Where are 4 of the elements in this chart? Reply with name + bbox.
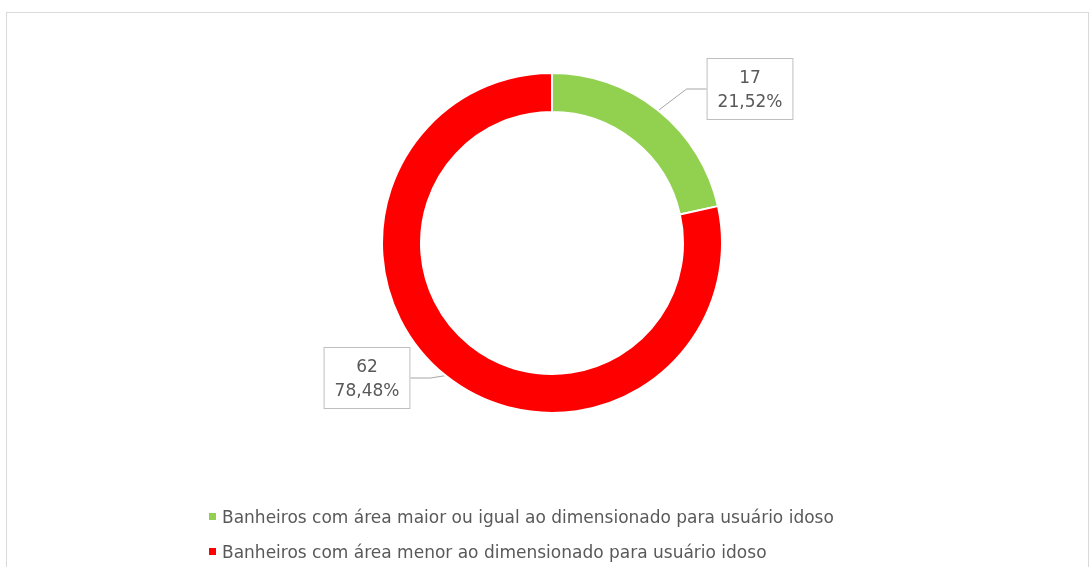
data-label: 62 78,48% [334, 356, 400, 400]
legend-label: Banheiros com área maior ou igual ao dimensionado para usuário idoso [222, 506, 834, 527]
legend-label: Banheiros com área menor ao dimensionado para usuário idoso [222, 541, 767, 562]
data-label: 17 21,52% [717, 67, 783, 111]
